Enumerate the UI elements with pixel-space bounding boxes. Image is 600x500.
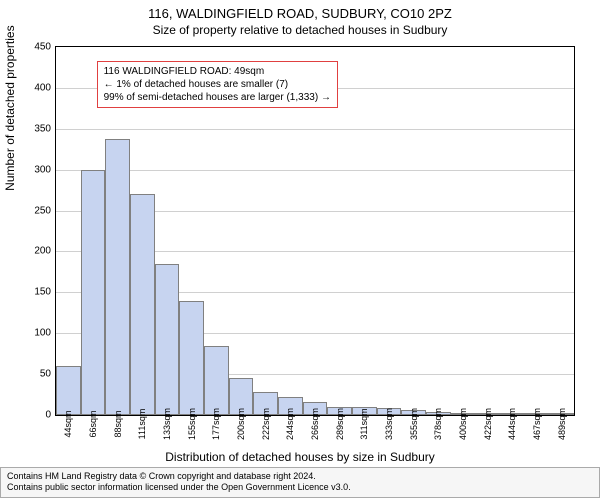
x-tick-label: 467sqm: [532, 408, 542, 440]
y-tick-label: 150: [34, 287, 51, 298]
annotation-line-1: 116 WALDINGFIELD ROAD: 49sqm: [104, 65, 331, 78]
x-tick-label: 44sqm: [63, 410, 73, 437]
y-tick-label: 50: [40, 369, 51, 380]
chart-title-main: 116, WALDINGFIELD ROAD, SUDBURY, CO10 2P…: [0, 0, 600, 21]
annotation-line-3: 99% of semi-detached houses are larger (…: [104, 91, 331, 104]
x-tick-label: 222sqm: [261, 408, 271, 440]
x-tick-label: 111sqm: [137, 409, 147, 440]
x-tick-label: 311sqm: [359, 408, 369, 439]
histogram-bar: [179, 301, 204, 415]
x-tick-label: 200sqm: [236, 408, 246, 440]
y-tick-label: 250: [34, 205, 51, 216]
footer-line-1: Contains HM Land Registry data © Crown c…: [7, 471, 593, 483]
histogram-bar: [155, 264, 180, 415]
y-axis-label: Number of detached properties: [3, 25, 17, 190]
x-tick-label: 133sqm: [162, 408, 172, 440]
x-tick-label: 355sqm: [409, 408, 419, 440]
x-tick-label: 422sqm: [483, 408, 493, 440]
y-tick-label: 300: [34, 164, 51, 175]
attribution-footer: Contains HM Land Registry data © Crown c…: [0, 467, 600, 498]
histogram-bar: [81, 170, 106, 415]
chart-plot-area: 05010015020025030035040045044sqm66sqm88s…: [55, 46, 575, 416]
x-tick-label: 88sqm: [113, 410, 123, 437]
annotation-line-2: ← 1% of detached houses are smaller (7): [104, 78, 331, 91]
x-tick-label: 489sqm: [557, 408, 567, 440]
y-tick-label: 100: [34, 328, 51, 339]
x-tick-label: 378sqm: [433, 408, 443, 440]
chart-title-sub: Size of property relative to detached ho…: [0, 21, 600, 37]
y-tick-label: 200: [34, 246, 51, 257]
y-tick-label: 350: [34, 123, 51, 134]
y-tick-label: 450: [34, 42, 51, 53]
y-tick-label: 400: [34, 82, 51, 93]
y-tick-label: 0: [45, 410, 51, 421]
x-tick-label: 66sqm: [88, 410, 98, 437]
histogram-bar: [130, 194, 155, 415]
gridline: [56, 170, 574, 171]
histogram-bar: [105, 139, 130, 415]
x-axis-label: Distribution of detached houses by size …: [0, 450, 600, 464]
x-tick-label: 177sqm: [211, 408, 221, 440]
x-tick-label: 289sqm: [335, 408, 345, 440]
histogram-bar: [204, 346, 229, 416]
footer-line-2: Contains public sector information licen…: [7, 482, 593, 494]
x-tick-label: 444sqm: [507, 408, 517, 440]
x-tick-label: 155sqm: [187, 408, 197, 440]
property-annotation-box: 116 WALDINGFIELD ROAD: 49sqm ← 1% of det…: [97, 61, 338, 108]
gridline: [56, 129, 574, 130]
histogram-bar: [56, 366, 81, 415]
x-tick-label: 333sqm: [384, 408, 394, 440]
x-tick-label: 244sqm: [285, 408, 295, 440]
x-tick-label: 400sqm: [458, 408, 468, 440]
x-tick-label: 266sqm: [310, 408, 320, 440]
